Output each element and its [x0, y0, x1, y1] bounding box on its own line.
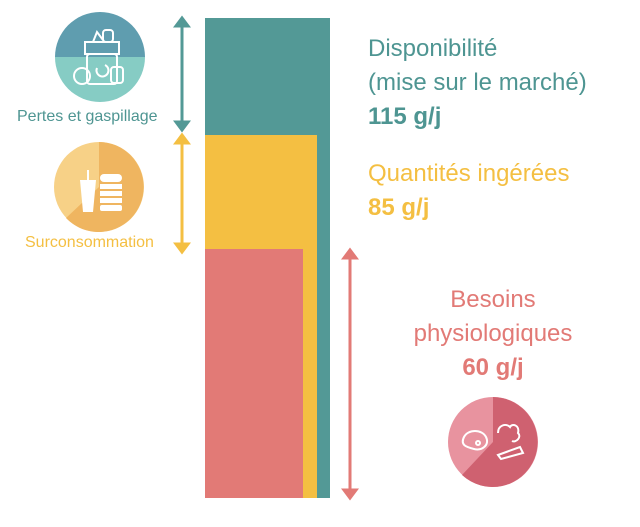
meat-vegetables-icon [448, 397, 538, 487]
needs-title: Besoins [450, 286, 536, 313]
losses-label: Pertes et gaspillage [17, 108, 158, 125]
needs-text: Besoins physiologiques 60 g/j [393, 283, 593, 385]
needs-arrow-icon [341, 247, 359, 501]
needs-value: 60 g/j [462, 354, 524, 381]
food-waste-recycle-icon [55, 12, 145, 102]
overconsumption-arrow-icon [173, 132, 191, 255]
intake-value: 85 g/j [368, 194, 430, 221]
fast-food-icon [54, 142, 144, 232]
overconsumption-label: Surconsommation [25, 234, 154, 251]
availability-text: Disponibilité (mise sur le marché) 115 g… [368, 32, 587, 134]
availability-value: 115 g/j [368, 103, 442, 130]
availability-subtitle: (mise sur le marché) [368, 69, 587, 96]
intake-text: Quantités ingérées 85 g/j [368, 157, 569, 225]
needs-subtitle: physiologiques [413, 320, 573, 347]
intake-title: Quantités ingérées [368, 160, 570, 187]
losses-arrow-icon [173, 15, 191, 133]
availability-title: Disponibilité [368, 35, 498, 62]
needs-bar [205, 249, 303, 498]
